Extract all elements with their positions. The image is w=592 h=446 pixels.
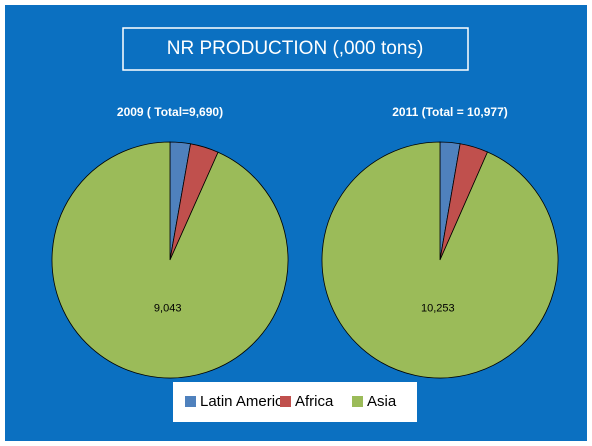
pie-title: 2009 ( Total=9,690) <box>117 105 223 119</box>
slide-title: NR PRODUCTION (,000 tons) <box>167 38 424 59</box>
legend-label: Africa <box>295 393 334 410</box>
title-box <box>122 27 469 71</box>
data-label: 10,253 <box>421 302 455 314</box>
data-label: 9,043 <box>154 302 182 314</box>
pie-slice <box>51 141 289 379</box>
legend-box <box>173 382 417 422</box>
pie-slice <box>321 141 559 379</box>
legend-swatch <box>280 396 291 407</box>
legend-label: Asia <box>367 393 397 410</box>
pie-title: 2011 (Total = 10,977) <box>392 105 508 119</box>
legend-label: Latin America <box>200 393 292 410</box>
legend-swatch <box>185 396 196 407</box>
legend-swatch <box>352 396 363 407</box>
